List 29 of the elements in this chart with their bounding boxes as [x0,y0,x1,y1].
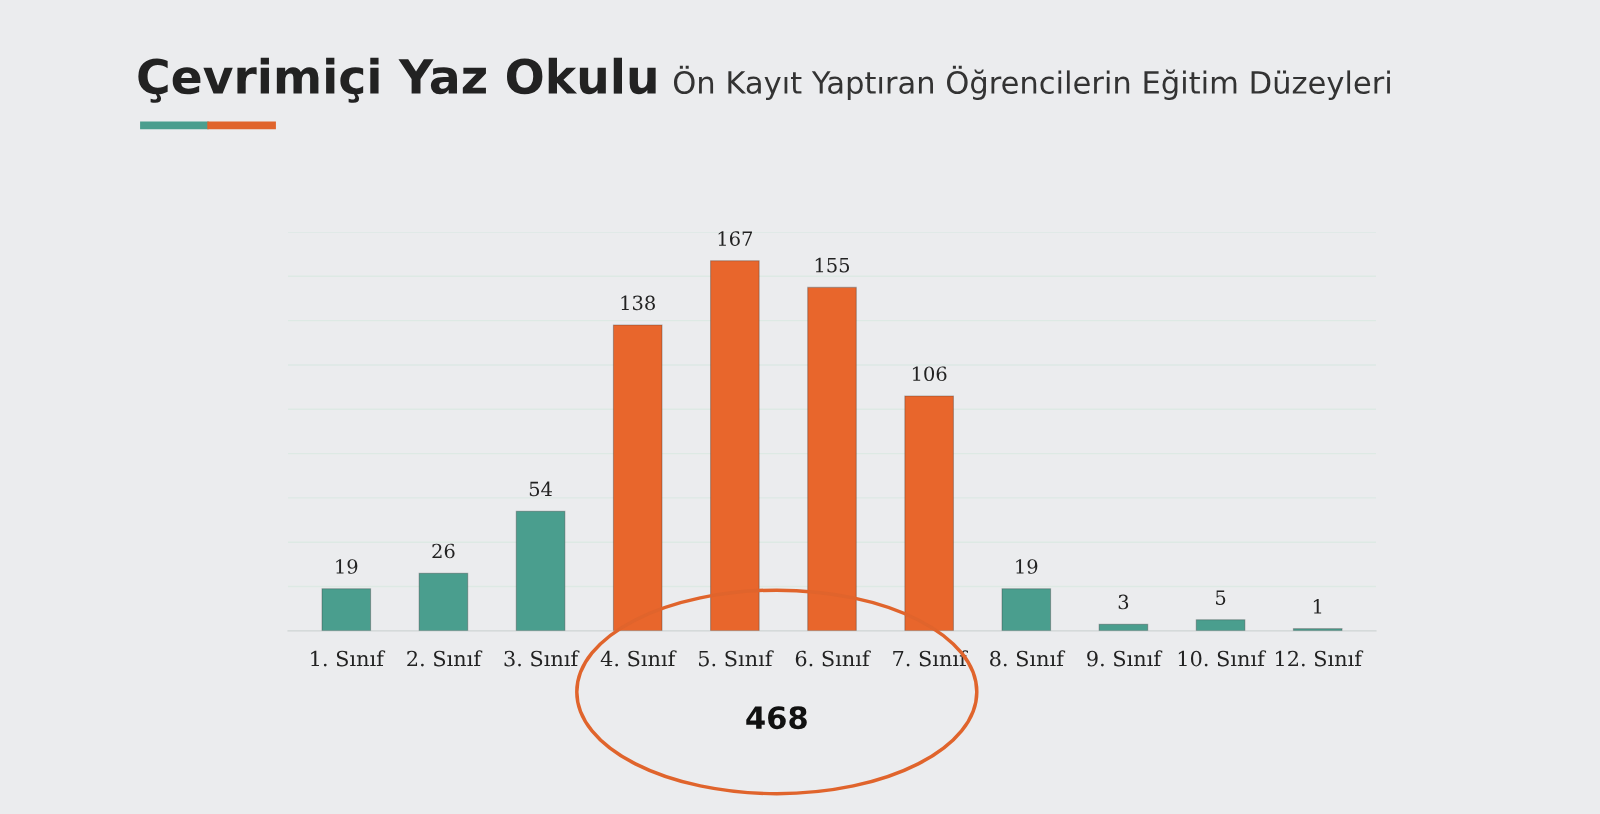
bar [321,588,372,631]
data-label: 1 [1313,599,1322,614]
x-tick-label: 2. Sınıf [407,650,483,667]
x-tick-label: 10. Sınıf [1178,650,1267,667]
data-label: 155 [815,257,850,273]
x-tick-label: 1. Sınıf [311,650,386,667]
bar [418,572,469,631]
data-label: 19 [336,559,358,574]
data-label: 3 [1118,594,1129,610]
x-tick-label: 9. Sınıf [1087,650,1163,667]
chart-title: Çevrimiçi Yaz Okulu [138,57,656,103]
bar [1001,588,1052,631]
x-tick-label: 8. Sınıf [990,650,1066,667]
data-label: 106 [912,366,947,382]
data-label: 167 [718,231,753,246]
data-label: 5 [1216,590,1226,605]
x-tick-label: 5. Sınıf [699,650,774,667]
data-label: 19 [1016,559,1038,574]
bar [515,510,566,631]
chart-subtitle: Ön Kayıt Yaptıran Öğrencilerin Eğitim Düzeyleri [673,65,1390,100]
data-label: 26 [432,543,455,559]
data-label: 138 [621,295,655,311]
text: 468 [746,706,807,730]
x-tick-label: 4. Sınıf [600,650,677,667]
bar [1195,619,1246,631]
x-tick-label: 3. Sınıf [504,650,580,667]
x-tick-label: 6. Sınıf [795,650,871,667]
data-label: 54 [529,481,552,497]
x-tick-label: 12. Sınıf [1276,650,1364,667]
